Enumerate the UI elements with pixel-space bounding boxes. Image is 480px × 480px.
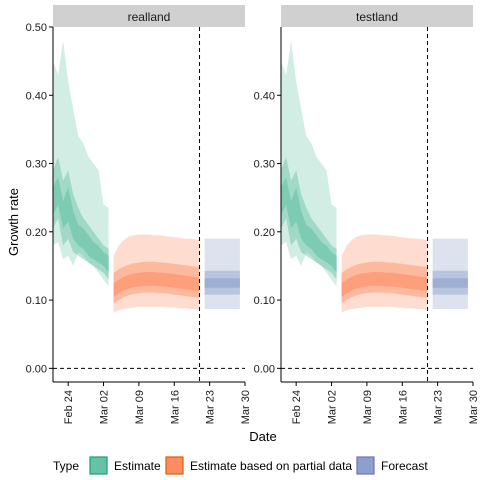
legend-key-estimate [89,456,108,475]
y-tick-label: 0.00 [26,363,47,375]
x-tick-label: Mar 09 [134,390,146,424]
legend-item-estimate: Estimate [89,456,161,475]
ribbon-partial-20 [113,272,200,297]
x-tick-label: Mar 16 [397,390,409,424]
y-tick-label: 0.10 [254,295,275,307]
x-tick-label: Mar 16 [169,390,181,424]
y-tick-label: 0.00 [254,363,275,375]
x-tick-label: Mar 23 [433,390,445,424]
y-tick-label: 0.40 [26,90,47,102]
ribbon-forecast-90 [432,238,468,309]
x-tick-label: Mar 09 [362,390,374,424]
ribbon-estimate-90 [53,40,109,287]
y-tick-label: 0.30 [254,159,275,171]
ribbon-partial-20 [341,272,428,297]
y-tick-label: 0.10 [26,295,47,307]
x-tick-label: Mar 02 [99,390,111,424]
panel-testland: testland 0.00 0.10 0.20 0.30 0.40 Feb 24 Mar 02… [254,5,480,424]
facet-strip-title: testland [356,10,398,24]
ribbon-forecast-20 [204,278,240,288]
legend-label-forecast: Forecast [381,459,428,473]
panel-realland: realland 0.00 0.10 0.20 0.30 0.40 0.50 Feb 24 Ma… [26,5,252,424]
y-tick-label: 0.40 [254,90,275,102]
legend-item-partial: Estimate based on partial data [165,456,352,475]
ribbon-estimate-20 [281,177,337,273]
x-tick-label: Mar 30 [468,390,480,424]
x-tick-label: Mar 30 [240,390,252,424]
facet-strip [281,5,473,27]
ribbon-forecast-90 [204,238,240,309]
ribbon-forecast-20 [432,278,468,288]
legend-key-partial [165,456,184,475]
y-tick-label: 0.30 [26,159,47,171]
legend-item-forecast: Forecast [356,456,428,475]
y-tick-label: 0.20 [26,227,47,239]
facet-strip-title: realland [128,10,171,24]
y-tick-label: 0.20 [254,227,275,239]
facet-panels: realland 0.00 0.10 0.20 0.30 0.40 0.50 Feb 24 Ma… [26,5,480,424]
x-tick-label: Mar 23 [205,390,217,424]
x-tick-label: Feb 24 [291,390,303,424]
legend: Type Estimate Estimate based on partial … [53,456,428,475]
ribbon-estimate-20 [53,177,109,273]
facet-strip [53,5,245,27]
x-tick-label: Feb 24 [63,390,75,424]
legend-title: Type [53,459,79,473]
y-tick-label: 0.50 [26,22,47,34]
y-axis-label: Growth rate [6,188,21,256]
x-axis-label: Date [249,429,276,444]
x-tick-label: Mar 02 [327,390,339,424]
ribbon-estimate-90 [281,40,337,287]
legend-label-partial: Estimate based on partial data [190,459,352,473]
legend-label-estimate: Estimate [114,459,161,473]
legend-key-forecast [356,456,375,475]
